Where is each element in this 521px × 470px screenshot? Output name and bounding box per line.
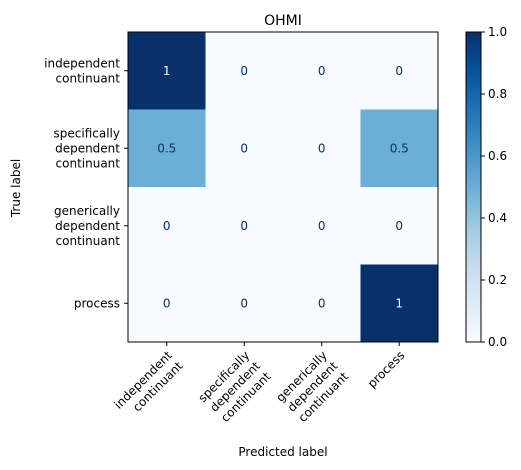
heatmap-cell xyxy=(283,32,361,110)
colorbar-tick-label: 1.0 xyxy=(488,25,507,39)
y-tick-label: specifically xyxy=(54,126,120,140)
cell-value-label: 0.5 xyxy=(390,141,409,155)
heatmap-cell xyxy=(283,187,361,265)
y-tick-label: dependent xyxy=(55,141,120,155)
plot-frame xyxy=(127,31,439,343)
heatmap-cell xyxy=(128,264,206,343)
y-tick-label: process xyxy=(74,296,120,310)
heatmap-cell xyxy=(360,187,439,265)
x-axis-label: Predicted label xyxy=(238,445,327,459)
heatmap-cell xyxy=(205,187,284,265)
heatmap-cell xyxy=(205,32,284,110)
cell-value-label: 0 xyxy=(240,141,248,155)
cell-value-label: 0 xyxy=(395,64,403,78)
heatmap-cell xyxy=(283,109,361,188)
heatmap-cell xyxy=(283,264,361,343)
colorbar-tick-label: 0.6 xyxy=(488,149,507,163)
cell-value-label: 1 xyxy=(163,64,171,78)
colorbar-tick-label: 0.2 xyxy=(488,273,507,287)
y-tick-label: continuant xyxy=(56,156,121,170)
cell-value-label: 0 xyxy=(240,296,248,310)
cell-value-label: 0 xyxy=(318,296,326,310)
heatmap-cell xyxy=(128,187,206,265)
heatmap-cells: 1 0 0 0 0.5 0 0 0.5 0 0 0 0 0 0 0 1 xyxy=(128,32,439,343)
heatmap-cell xyxy=(360,264,439,343)
cell-value-label: 0 xyxy=(395,219,403,233)
heatmap-cell xyxy=(360,32,439,110)
cell-value-label: 0 xyxy=(318,141,326,155)
colorbar-tick-label: 0.4 xyxy=(488,211,507,225)
colorbar-ticks: 0.0 0.2 0.4 0.6 0.8 1.0 xyxy=(481,25,507,349)
colorbar-tick-label: 0.0 xyxy=(488,335,507,349)
y-tick-label: dependent xyxy=(55,219,120,233)
cell-value-label: 0.5 xyxy=(157,141,176,155)
heatmap-cell xyxy=(128,109,206,188)
x-tick-label: process xyxy=(365,348,408,391)
colorbar xyxy=(465,31,482,343)
y-axis-ticks: independentcontinuantspecificallydepende… xyxy=(44,56,128,310)
heatmap-cell xyxy=(205,264,284,343)
colorbar-tick-label: 0.8 xyxy=(488,87,507,101)
y-tick-label: independent xyxy=(44,56,120,70)
cell-value-label: 1 xyxy=(395,296,403,310)
heatmap-cell xyxy=(205,109,284,188)
cell-value-label: 0 xyxy=(163,219,171,233)
y-tick-label: generically xyxy=(54,204,120,218)
cell-value-label: 0 xyxy=(318,64,326,78)
y-tick-label: continuant xyxy=(56,71,121,85)
y-axis-label: True label xyxy=(9,159,23,218)
cell-value-label: 0 xyxy=(318,219,326,233)
x-tick-label-group: process xyxy=(365,348,408,391)
cell-value-label: 0 xyxy=(240,64,248,78)
heatmap-cell xyxy=(128,32,206,110)
chart-title: OHMI xyxy=(264,13,302,29)
heatmap-cell xyxy=(360,109,439,188)
y-tick-label: continuant xyxy=(56,234,121,248)
cell-value-label: 0 xyxy=(163,296,171,310)
cell-value-label: 0 xyxy=(240,219,248,233)
